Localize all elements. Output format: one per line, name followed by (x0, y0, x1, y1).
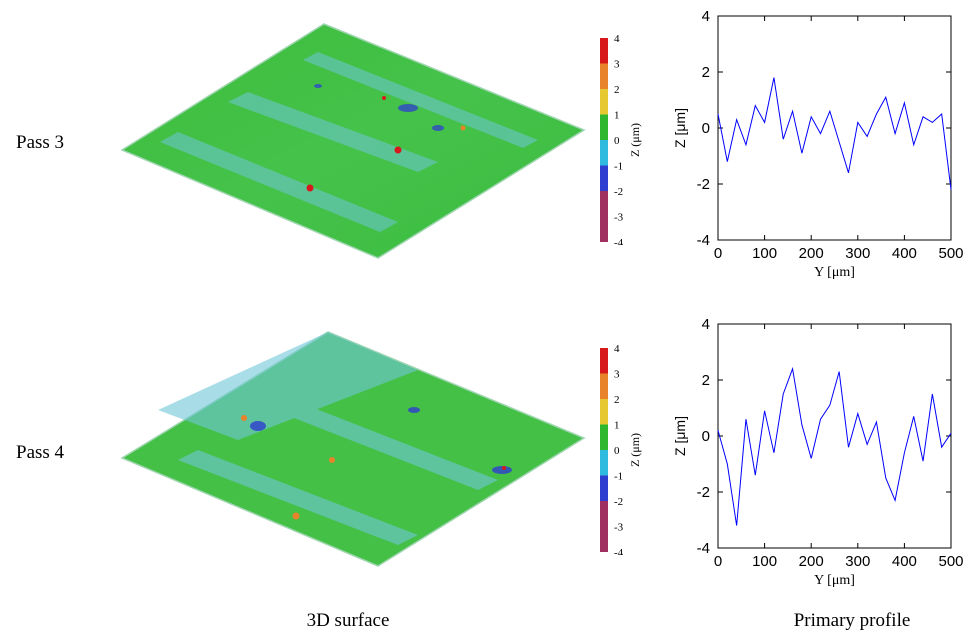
y-tick-label: 4 (702, 8, 710, 25)
row-label-pass-3: Pass 3 (16, 132, 65, 153)
colorbar-tick-label: 0 (614, 135, 620, 147)
x-tick-label: 100 (752, 245, 777, 262)
y-tick-label: -2 (697, 484, 710, 501)
colorbar-segment (600, 475, 608, 501)
colorbar-segment (600, 373, 608, 399)
x-tick-label: 300 (845, 553, 870, 570)
colorbar-tick-label: 1 (614, 420, 620, 432)
colorbar-label: Z (μm) (628, 433, 642, 467)
profile-line (717, 77, 952, 190)
y-tick-label: 4 (702, 316, 710, 333)
colorbar-segment (600, 526, 608, 552)
colorbar-tick-label: -3 (614, 522, 624, 534)
x-tick-label: 400 (892, 245, 917, 262)
y-tick-label: -2 (697, 176, 710, 193)
colorbar-pass-4: 4 3 2 1 0 -1 -2 -3 -4 Z (μm) (594, 340, 654, 559)
y-tick-label: -4 (697, 232, 710, 249)
y-tick-label: 0 (702, 120, 710, 137)
row-label-pass-4: Pass 4 (16, 442, 65, 463)
colorbar-tick-label: -1 (614, 471, 623, 483)
y-axis-label: Z [μm] (672, 416, 688, 456)
x-tick-label: 0 (714, 245, 722, 262)
y-tick-label: 2 (702, 64, 710, 81)
colorbar-tick-label: 1 (614, 110, 620, 122)
colorbar-tick-label: 4 (614, 33, 620, 45)
primary-profile-chart-pass-3: 0 100 200 300 400 500 -4 -2 0 2 4 Y [μm] Z [μm] (672, 8, 964, 280)
x-tick-label: 0 (714, 553, 722, 570)
colorbar-segment (600, 450, 608, 476)
x-axis-label: Y [μm] (814, 573, 855, 588)
x-tick-label: 500 (938, 553, 963, 570)
colorbar-pass-4-graphic: 4 3 2 1 0 -1 -2 -3 -4 Z (μm) (600, 343, 642, 559)
colorbar-pass-3-graphic: 4 3 2 1 0 -1 -2 -3 -4 Z (μm) (600, 33, 642, 249)
surface-3d-pass-3 (120, 23, 586, 259)
colorbar-pass-3: 4 3 2 1 0 -1 -2 -3 -4 Z (μm) (594, 30, 654, 249)
colorbar-segment (600, 63, 608, 89)
colorbar-segment (600, 216, 608, 242)
colorbar-tick-label: -1 (614, 161, 623, 173)
y-axis-label: Z [μm] (672, 108, 688, 148)
surface-3d-pass-4 (120, 331, 586, 567)
x-tick-label: 300 (845, 245, 870, 262)
colorbar-tick-label: 2 (614, 84, 620, 96)
x-axis-label: Y [μm] (814, 265, 855, 280)
profile-line (717, 366, 952, 526)
colorbar-tick-label: -2 (614, 186, 623, 198)
colorbar-segment (600, 191, 608, 217)
colorbar-segment (600, 38, 608, 64)
x-tick-label: 200 (799, 245, 824, 262)
colorbar-tick-label: 3 (614, 59, 620, 71)
caption-primary-profile: Primary profile (793, 610, 911, 631)
colorbar-segment (600, 165, 608, 191)
y-tick-label: -4 (697, 540, 710, 557)
colorbar-segment (600, 140, 608, 166)
colorbar-tick-label: 4 (614, 343, 620, 355)
colorbar-tick-label: 3 (614, 369, 620, 381)
colorbar-segment (600, 399, 608, 425)
colorbar-tick-label: 2 (614, 394, 620, 406)
colorbar-segment (600, 501, 608, 527)
y-tick-label: 0 (702, 428, 710, 445)
colorbar-tick-label: -4 (614, 237, 624, 245)
colorbar-segment (600, 424, 608, 450)
x-tick-label: 500 (938, 245, 963, 262)
colorbar-tick-label: -2 (614, 496, 623, 508)
primary-profile-chart-pass-4: 0 100 200 300 400 500 -4 -2 0 2 4 Y [μm] Z [μm] (672, 316, 964, 588)
x-tick-label: 100 (752, 553, 777, 570)
plot-frame (717, 323, 952, 549)
y-tick-label: 2 (702, 372, 710, 389)
colorbar-segment (600, 114, 608, 140)
x-tick-label: 400 (892, 553, 917, 570)
colorbar-label: Z (μm) (628, 123, 642, 157)
colorbar-segment (600, 89, 608, 115)
colorbar-tick-label: 0 (614, 445, 620, 457)
colorbar-tick-label: -4 (614, 547, 624, 555)
colorbar-segment (600, 348, 608, 374)
colorbar-tick-label: -3 (614, 212, 624, 224)
caption-3d-surface: 3D surface (306, 610, 390, 631)
x-tick-label: 200 (799, 553, 824, 570)
